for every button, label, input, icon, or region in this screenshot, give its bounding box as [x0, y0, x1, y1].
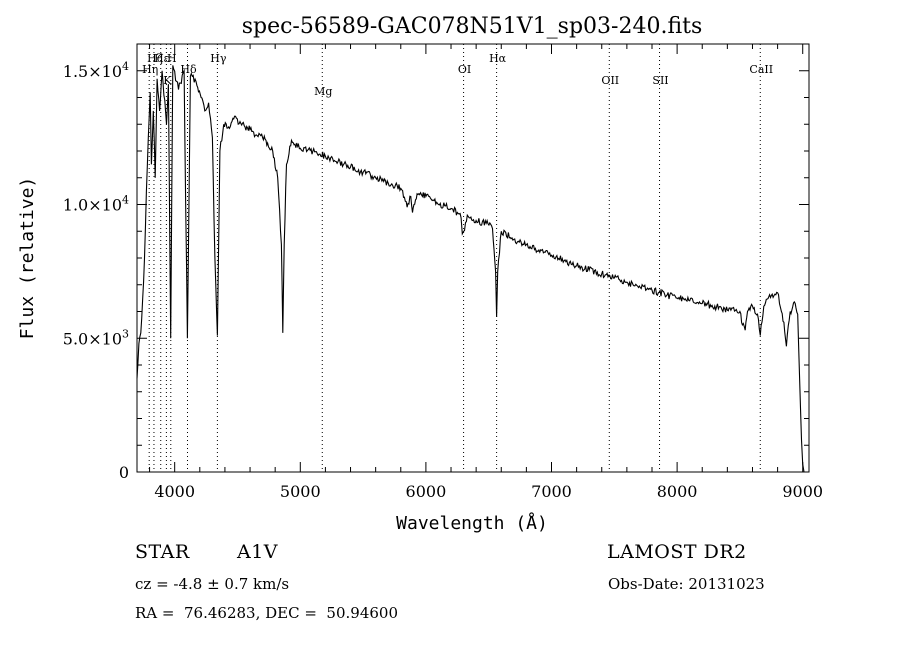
- spectrum-line: [136, 65, 805, 473]
- marker-label: Hα: [489, 52, 507, 65]
- marker-label: K: [163, 74, 172, 87]
- redshift-text: cz = -4.8 ± 0.7 km/s: [135, 575, 290, 593]
- x-tick-label: 9000: [782, 482, 823, 501]
- spectrum-chart: spec-56589-GAC078N51V1_sp03-240.fits HηH…: [17, 14, 823, 534]
- chart-title: spec-56589-GAC078N51V1_sp03-240.fits: [242, 14, 703, 39]
- x-tick-label: 8000: [657, 482, 698, 501]
- y-tick-label: 1.0×104: [63, 194, 129, 215]
- x-tick-label: 7000: [531, 482, 572, 501]
- marker-label: SII: [652, 74, 668, 87]
- x-tick-label: 6000: [406, 482, 447, 501]
- x-axis-label: Wavelength (Å): [396, 512, 548, 534]
- marker-label: H: [167, 52, 177, 65]
- coordinates: RA = 76.46283, DEC = 50.94600: [135, 604, 399, 622]
- marker-label: CaII: [749, 63, 773, 76]
- y-tick-label: 0: [119, 463, 129, 482]
- obs-date: Obs-Date: 20131023: [608, 575, 765, 593]
- marker-label: Hζ: [147, 52, 163, 65]
- marker-label: Hγ: [210, 52, 227, 65]
- marker-label: Mg: [314, 85, 332, 98]
- plot-frame: [136, 43, 810, 473]
- y-tick-label: 5.0×103: [63, 327, 129, 348]
- y-tick-label: 1.5×104: [63, 60, 129, 81]
- x-tick-label: 4000: [154, 482, 195, 501]
- axis-ticks: 4000 5000 6000 7000 8000 9000 0 5.0×103 1.0×104 1…: [63, 43, 823, 501]
- marker-label: OII: [601, 74, 619, 87]
- marker-label: Hε: [154, 52, 170, 65]
- y-axis-label: Flux (relative): [17, 177, 38, 340]
- object-class: STAR: [135, 541, 190, 563]
- object-subclass: A1V: [237, 541, 279, 563]
- survey-label: LAMOST DR2: [607, 541, 747, 563]
- marker-label: OI: [458, 63, 471, 76]
- x-tick-label: 5000: [280, 482, 321, 501]
